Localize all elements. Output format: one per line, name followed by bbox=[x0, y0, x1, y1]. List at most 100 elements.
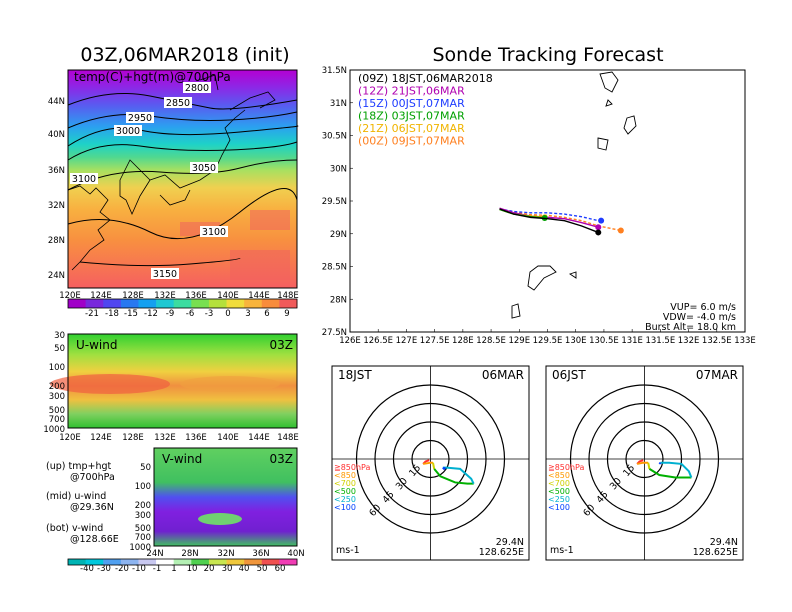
p-tick: 200 bbox=[135, 501, 151, 511]
tracks bbox=[499, 207, 624, 236]
colorbar-tick: 10 bbox=[187, 564, 198, 574]
contour-line bbox=[67, 111, 298, 129]
uwind-frame bbox=[67, 333, 298, 429]
hodo-date: 07MAR bbox=[696, 368, 738, 382]
x-tick-label: 131E bbox=[621, 336, 643, 346]
y-tick-label: 30.5N bbox=[322, 132, 347, 142]
hodo-lat: 29.4N bbox=[496, 537, 524, 548]
lon-tick: 148E bbox=[277, 291, 299, 301]
track-line bbox=[499, 208, 621, 232]
p-tick: 100 bbox=[135, 482, 151, 492]
track-line bbox=[499, 208, 599, 234]
legend-entry: (21Z) 06JST,07MAR bbox=[358, 122, 465, 135]
x-tick-label: 130E bbox=[565, 336, 587, 346]
y-tick-label: 28N bbox=[330, 295, 347, 305]
x-tick-label: 130.5E bbox=[589, 336, 619, 346]
lon-tick: 128E bbox=[122, 433, 144, 443]
contour-label: 3150 bbox=[153, 269, 177, 280]
map-lon-ticks: 120E 124E 128E 132E 136E 140E 144E 148E bbox=[59, 291, 299, 301]
pressure-legend: <100 bbox=[334, 503, 356, 512]
lat-tick: 28N bbox=[48, 236, 65, 246]
coastlines bbox=[67, 74, 276, 271]
lon-tick: 120E bbox=[59, 291, 81, 301]
info-vdw: VDW= -4.0 m/s bbox=[663, 312, 736, 323]
y-tick-label: 30N bbox=[330, 164, 347, 174]
info-vup: VUP= 6.0 m/s bbox=[670, 302, 736, 313]
colorbar-tick: -12 bbox=[144, 309, 158, 319]
pressure-legend: ≧850hPa bbox=[548, 463, 585, 472]
hodo-lat: 29.4N bbox=[710, 537, 738, 548]
contour-line bbox=[67, 159, 298, 191]
vwind-time: 03Z bbox=[270, 452, 294, 466]
pressure-legend: <250 bbox=[334, 495, 356, 504]
lat-tick: 36N bbox=[48, 166, 65, 176]
colorbar-swatch bbox=[261, 559, 280, 565]
colorbar-swatch bbox=[191, 299, 210, 308]
colorbar-swatch bbox=[138, 559, 157, 565]
p-tick: 700 bbox=[49, 415, 65, 425]
lon-tick: 132E bbox=[154, 291, 176, 301]
note-line: (bot) v-wind bbox=[46, 523, 103, 534]
colorbar-tick: -20 bbox=[115, 564, 129, 574]
hodo-lon: 128.625E bbox=[479, 547, 524, 558]
note-line: (up) tmp+hgt bbox=[46, 461, 112, 472]
p-tick: 100 bbox=[49, 363, 65, 373]
x-tick-label: 126.5E bbox=[363, 336, 393, 346]
lat-tick: 40N bbox=[48, 130, 65, 140]
lon-tick: 120E bbox=[59, 433, 81, 443]
pressure-legend: <700 bbox=[548, 479, 570, 488]
colorbar-tick: -21 bbox=[85, 309, 99, 319]
track-frame bbox=[349, 69, 746, 333]
hodo-unit: ms-1 bbox=[336, 545, 360, 556]
x-tick-label: 129E bbox=[508, 336, 530, 346]
pressure-legend: <700 bbox=[334, 479, 356, 488]
legend-entry: (12Z) 21JST,06MAR bbox=[358, 85, 465, 98]
pressure-legend: <100 bbox=[548, 503, 570, 512]
p-tick: 200 bbox=[49, 382, 65, 392]
hodo-ring bbox=[625, 439, 664, 479]
right-title: Sonde Tracking Forecast bbox=[432, 44, 663, 66]
track-axis-ticks: 126E 126.5E 127E 127.5E 128E 128.5E 129E 129.5E… bbox=[322, 66, 756, 346]
hodo-time: 06JST bbox=[552, 368, 586, 382]
x-tick-label: 128.5E bbox=[476, 336, 506, 346]
colorbar-tick: 6 bbox=[264, 309, 269, 319]
lon-tick: 136E bbox=[185, 433, 207, 443]
colorbar-swatch bbox=[85, 299, 104, 308]
map-frame bbox=[67, 69, 298, 289]
p-tick: 50 bbox=[54, 344, 65, 354]
track-legend: (09Z) 18JST,06MAR2018(12Z) 21JST,06MAR(1… bbox=[358, 72, 493, 148]
legend-entry: (15Z) 00JST,07MAR bbox=[358, 97, 465, 110]
lat-tick: 24N bbox=[146, 549, 163, 559]
x-tick-label: 132E bbox=[678, 336, 700, 346]
colorbar-frame bbox=[67, 558, 298, 566]
track-endpoint bbox=[595, 229, 602, 236]
contour-line bbox=[67, 187, 298, 240]
note-line: @128.66E bbox=[70, 534, 119, 545]
uwind-time: 03Z bbox=[270, 338, 294, 352]
jet-core bbox=[50, 374, 170, 394]
contour-label: 2850 bbox=[166, 98, 190, 109]
colorbar-tick: 9 bbox=[284, 309, 289, 319]
colorbar-tick: 60 bbox=[275, 564, 286, 574]
y-tick-label: 29N bbox=[330, 230, 347, 240]
colorbar-tick: -9 bbox=[166, 309, 174, 319]
colorbar-swatch bbox=[68, 559, 87, 565]
contour-label: 3100 bbox=[202, 227, 226, 238]
colorbar-tick: -15 bbox=[124, 309, 138, 319]
contour-label: 3000 bbox=[116, 126, 140, 137]
colorbar-tick: 20 bbox=[204, 564, 215, 574]
pressure-legend: <250 bbox=[548, 495, 570, 504]
track-endpoint bbox=[617, 227, 624, 234]
y-tick-label: 31.5N bbox=[322, 66, 347, 76]
legend-entry: (00Z) 09JST,07MAR bbox=[358, 135, 465, 148]
colorbar-tick: -10 bbox=[132, 564, 146, 574]
hodo-ring bbox=[355, 384, 506, 534]
panel-notes: (up) tmp+hgt @700hPa (mid) u-wind @29.36… bbox=[46, 461, 119, 545]
x-tick-label: 127E bbox=[396, 336, 418, 346]
legend-entry: (18Z) 03JST,07MAR bbox=[358, 110, 465, 123]
lat-tick: 40N bbox=[287, 549, 304, 559]
hodo-ring bbox=[411, 439, 450, 479]
